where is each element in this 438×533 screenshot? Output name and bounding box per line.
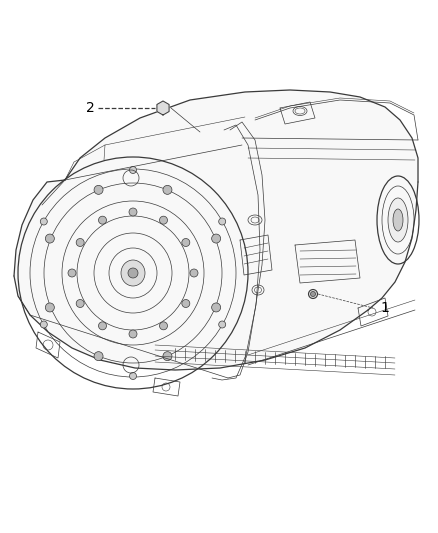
Ellipse shape bbox=[159, 322, 167, 330]
Ellipse shape bbox=[129, 330, 137, 338]
Ellipse shape bbox=[182, 238, 190, 246]
Ellipse shape bbox=[40, 218, 47, 225]
Ellipse shape bbox=[94, 352, 103, 361]
Ellipse shape bbox=[99, 216, 106, 224]
Polygon shape bbox=[14, 90, 418, 370]
Ellipse shape bbox=[94, 185, 103, 195]
Ellipse shape bbox=[219, 321, 226, 328]
Text: 2: 2 bbox=[85, 101, 94, 115]
Ellipse shape bbox=[163, 185, 172, 195]
Ellipse shape bbox=[182, 300, 190, 308]
Ellipse shape bbox=[159, 216, 167, 224]
Ellipse shape bbox=[121, 260, 145, 286]
Ellipse shape bbox=[130, 373, 137, 379]
Ellipse shape bbox=[68, 269, 76, 277]
Ellipse shape bbox=[388, 198, 408, 242]
Ellipse shape bbox=[99, 322, 106, 330]
Polygon shape bbox=[157, 101, 169, 115]
Ellipse shape bbox=[393, 209, 403, 231]
Ellipse shape bbox=[212, 303, 221, 312]
Ellipse shape bbox=[311, 292, 315, 296]
Ellipse shape bbox=[128, 268, 138, 278]
Ellipse shape bbox=[212, 234, 221, 243]
Ellipse shape bbox=[40, 321, 47, 328]
Ellipse shape bbox=[130, 166, 137, 174]
Ellipse shape bbox=[76, 238, 84, 246]
Ellipse shape bbox=[163, 352, 172, 361]
Ellipse shape bbox=[308, 289, 318, 298]
Ellipse shape bbox=[76, 300, 84, 308]
Ellipse shape bbox=[129, 208, 137, 216]
Ellipse shape bbox=[46, 303, 54, 312]
Ellipse shape bbox=[219, 218, 226, 225]
Ellipse shape bbox=[190, 269, 198, 277]
Ellipse shape bbox=[46, 234, 54, 243]
Text: 1: 1 bbox=[381, 301, 389, 315]
